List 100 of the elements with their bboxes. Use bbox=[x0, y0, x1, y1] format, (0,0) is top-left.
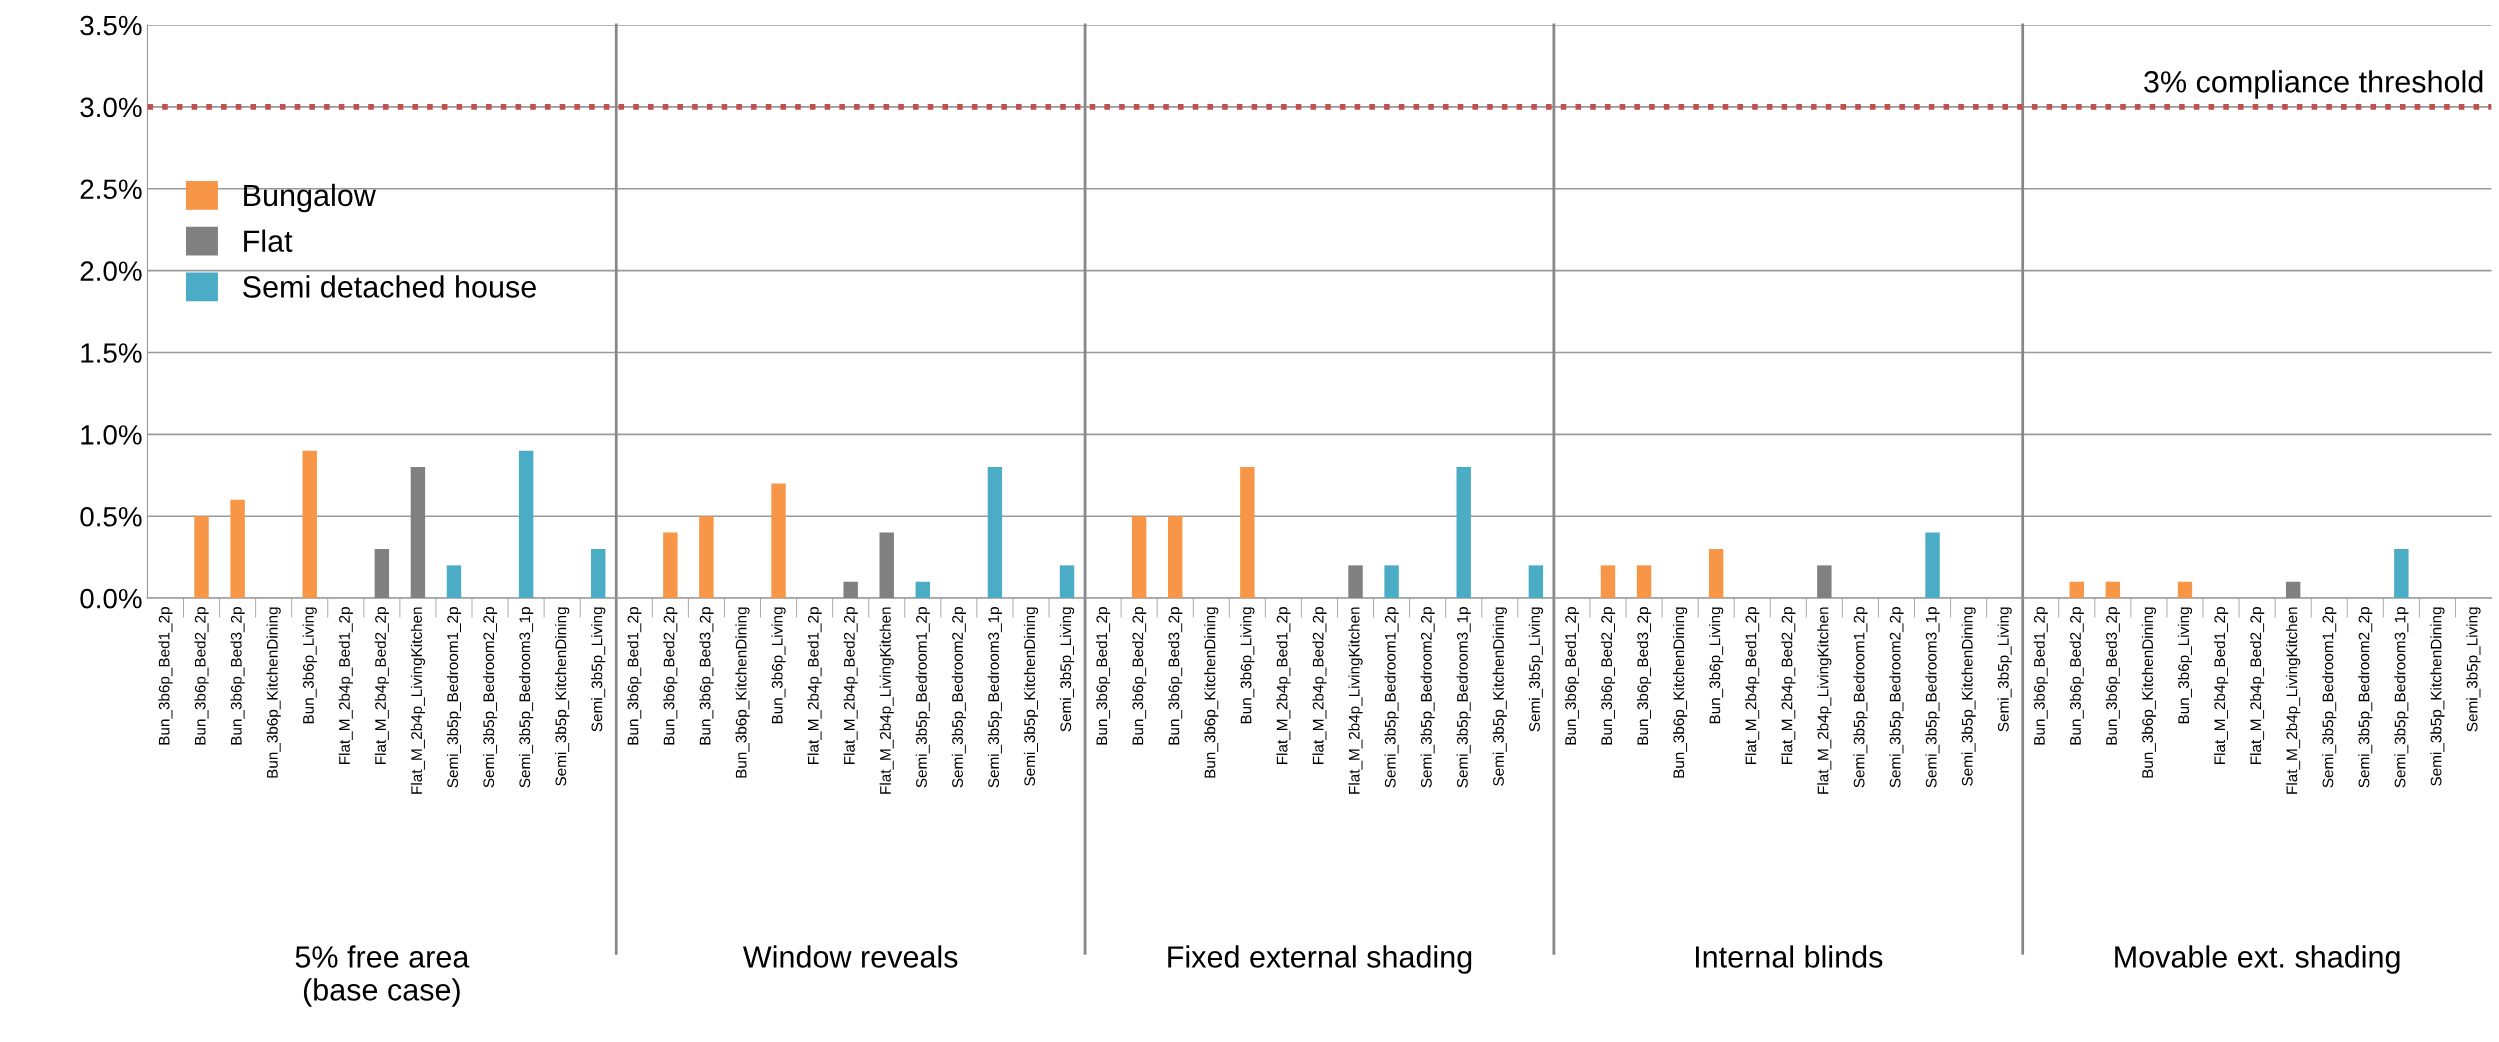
y-tick-label: 0.0% bbox=[80, 588, 142, 609]
x-tick-label: Semi_3b5p_Bedroom2_2p bbox=[1420, 607, 1435, 788]
x-tick-label: Bun_3b6p_Bed3_2p bbox=[1168, 607, 1183, 745]
legend-label: Flat bbox=[244, 229, 293, 252]
y-tick-label: 1.5% bbox=[81, 343, 142, 363]
bar bbox=[1240, 467, 1255, 599]
bar bbox=[374, 548, 390, 599]
bar bbox=[843, 581, 858, 599]
x-tick-label: Bun_3b6p_Bed1_2p bbox=[1095, 607, 1111, 745]
x-tick-label: Semi_3b5p_KitchenDining bbox=[2430, 607, 2445, 786]
x-tick-label: Bun_3b6p_Bed3_2p bbox=[699, 607, 714, 745]
x-tick-label: Bun_3b6p_KitchenDining bbox=[735, 607, 750, 778]
x-tick-label: Semi_3b5p_Bedroom2_2p bbox=[951, 607, 966, 788]
x-tick-label: Semi_3b5p_Living bbox=[1528, 607, 1543, 732]
x-tick-label: Bun_3b6p_Bed2_2p bbox=[1600, 607, 1616, 745]
x-tick-label: Flat_M_2b4p_Bed1_2p bbox=[1745, 607, 1760, 765]
bar bbox=[2177, 581, 2193, 599]
x-tick-label: Flat_M_2b4p_LivingKitchen bbox=[1348, 607, 1363, 794]
x-tick-label: Bun_3b6p_Bed1_2p bbox=[1564, 607, 1580, 745]
x-tick-label: Flat_M_2b4p_Bed2_2p bbox=[374, 607, 389, 765]
text: Internal blinds bbox=[1695, 945, 1883, 968]
bar bbox=[410, 467, 426, 599]
y-tick-label: 3.5% bbox=[80, 15, 142, 36]
y-tick-label: 1.0% bbox=[81, 425, 142, 445]
x-tick-label: Flat_M_2b4p_LivingKitchen bbox=[1817, 607, 1832, 794]
x-tick-label: Flat_M_2b4p_Bed1_2p bbox=[1276, 607, 1291, 765]
x-tick-label: Semi_3b5p_Bedroom3_1p bbox=[987, 607, 1003, 788]
bar bbox=[446, 565, 462, 599]
bar bbox=[1600, 565, 1616, 599]
y-tick-label: 2.5% bbox=[80, 179, 142, 200]
bar bbox=[663, 532, 678, 599]
bar bbox=[194, 516, 209, 599]
bar bbox=[591, 548, 606, 599]
x-tick-label: Flat_M_2b4p_Bed1_2p bbox=[338, 607, 353, 765]
text: Window reveals bbox=[742, 945, 958, 968]
text: Movable ext. shading bbox=[2115, 945, 2400, 974]
x-tick-label: Semi_3b5p_KitchenDining bbox=[1961, 607, 1976, 786]
bar bbox=[2069, 581, 2084, 599]
x-tick-label: Semi_3b5p_Living bbox=[591, 607, 606, 732]
bar bbox=[2285, 581, 2301, 599]
x-tick-label: Semi_3b5p_Bedroom3_1p bbox=[1456, 607, 1471, 788]
x-tick-label: Semi_3b5p_Bedroom1_2p bbox=[1853, 607, 1868, 788]
bar bbox=[518, 450, 534, 599]
x-tick-label: Flat_M_2b4p_Bed2_2p bbox=[1781, 607, 1796, 765]
y-tick-label: 3.0% bbox=[80, 97, 142, 118]
x-tick-label: Bun_3b6p_Living bbox=[2177, 607, 2193, 724]
x-tick-label: Bun_3b6p_KitchenDining bbox=[266, 607, 281, 778]
x-tick-label: Bun_3b6p_Living bbox=[771, 607, 786, 724]
bar bbox=[987, 467, 1003, 599]
y-tick-label: 0.5% bbox=[80, 506, 142, 527]
x-tick-label: Semi_3b5p_Bedroom3_1p bbox=[2394, 607, 2409, 788]
bar bbox=[1131, 516, 1147, 599]
x-tick-label: Bun_3b6p_KitchenDining bbox=[1204, 607, 1219, 778]
x-tick-label: Bun_3b6p_KitchenDining bbox=[2141, 607, 2157, 778]
bar bbox=[699, 516, 714, 599]
bar bbox=[2105, 581, 2121, 599]
bar bbox=[1636, 565, 1652, 599]
text: 5% free area (base case) bbox=[295, 945, 470, 1007]
bar bbox=[771, 483, 786, 599]
x-tick-label: Semi_3b5p_Living bbox=[2466, 607, 2481, 732]
x-tick-label: Flat_M_2b4p_Bed2_2p bbox=[2249, 607, 2265, 765]
x-tick-label: Semi_3b5p_KitchenDining bbox=[1492, 607, 1507, 786]
legend-label: Bungalow bbox=[244, 183, 376, 213]
x-tick-label: Semi_3b5p_Bedroom2_2p bbox=[482, 607, 498, 788]
bar bbox=[302, 450, 317, 599]
x-tick-label: Semi_3b5p_Bedroom1_2p bbox=[446, 607, 462, 788]
x-tick-label: Bun_3b6p_Bed2_2p bbox=[1132, 607, 1147, 745]
x-tick-label: Semi_3b5p_Living bbox=[1997, 607, 2012, 732]
x-tick-label: Semi_3b5p_Bedroom1_2p bbox=[915, 607, 930, 788]
x-tick-label: Flat_M_2b4p_LivingKitchen bbox=[2286, 607, 2301, 794]
x-tick-label: Bun_3b6p_Bed2_2p bbox=[663, 607, 678, 745]
x-tick-label: Semi_3b5p_Bedroom2_2p bbox=[1889, 607, 1904, 788]
x-tick-label: Bun_3b6p_Bed1_2p bbox=[2033, 607, 2048, 745]
bar bbox=[1708, 548, 1724, 599]
x-tick-label: Flat_M_2b4p_Bed2_2p bbox=[1312, 607, 1327, 765]
x-tick-label: Semi_3b5p_Bedroom2_2p bbox=[2358, 607, 2373, 788]
x-tick-label: Bun_3b6p_Bed2_2p bbox=[2069, 607, 2084, 745]
x-tick-label: Flat_M_2b4p_Bed1_2p bbox=[807, 607, 822, 765]
x-tick-label: Bun_3b6p_Bed3_2p bbox=[230, 607, 245, 745]
y-tick-label: 2.0% bbox=[80, 261, 142, 281]
bar bbox=[1528, 565, 1544, 599]
x-tick-label: Flat_M_2b4p_LivingKitchen bbox=[879, 607, 894, 794]
bar bbox=[879, 532, 894, 599]
legend-label: Semi detached house bbox=[243, 275, 536, 298]
bar bbox=[1348, 565, 1363, 599]
text: Fixed external shading bbox=[1168, 945, 1472, 974]
bar bbox=[1059, 565, 1075, 599]
x-tick-label: Bun_3b6p_Bed3_2p bbox=[2105, 607, 2120, 745]
x-tick-label: Semi_3b5p_KitchenDining bbox=[1023, 607, 1039, 786]
bar bbox=[230, 499, 245, 599]
x-tick-label: Bun_3b6p_Bed3_2p bbox=[1636, 607, 1652, 745]
x-tick-label: Bun_3b6p_KitchenDining bbox=[1672, 607, 1688, 778]
x-tick-label: Flat_M_2b4p_Bed2_2p bbox=[843, 607, 858, 765]
bar bbox=[1925, 532, 1940, 599]
x-tick-label: Semi_3b5p_Bedroom3_1p bbox=[518, 607, 534, 788]
bar bbox=[1168, 516, 1183, 599]
x-tick-label: Semi_3b5p_Bedroom1_2p bbox=[2322, 607, 2337, 788]
bar bbox=[915, 581, 930, 599]
x-tick-label: Bun_3b6p_Bed1_2p bbox=[158, 607, 173, 745]
x-tick-label: Bun_3b6p_Living bbox=[302, 607, 317, 724]
